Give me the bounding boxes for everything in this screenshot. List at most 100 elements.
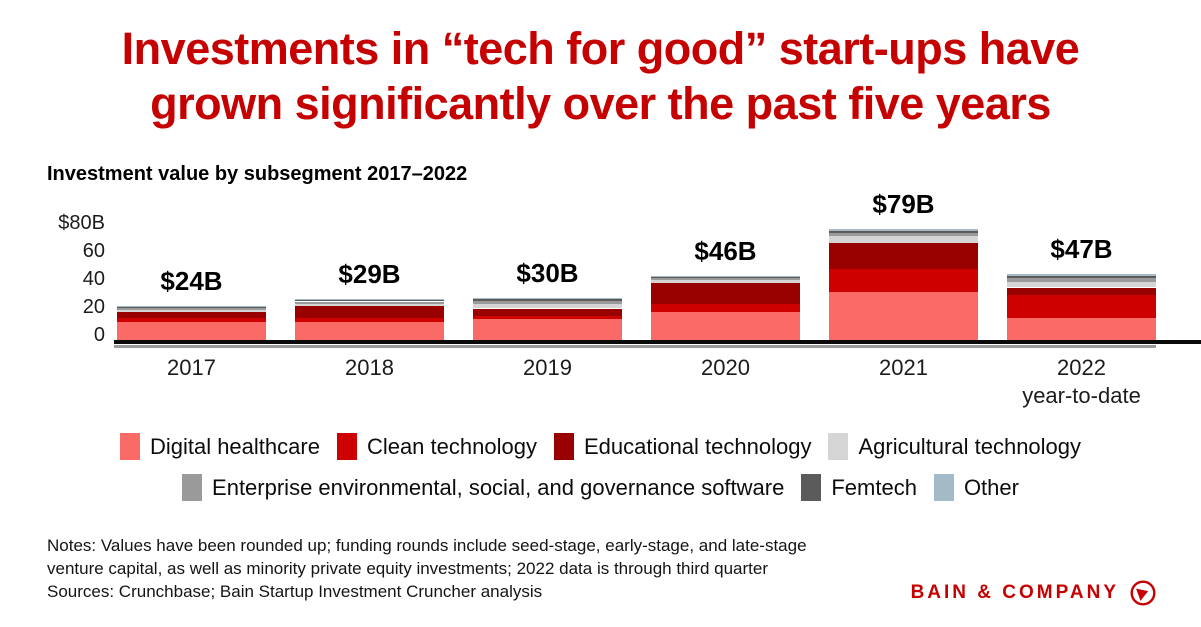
legend-label: Femtech [831,474,917,500]
legend-swatch [828,433,849,460]
bar-total-label: $46B [694,235,757,266]
legend-swatch [336,433,357,460]
x-axis-shadow-line [114,345,1156,348]
x-axis-category-label: 2019 [459,354,637,382]
x-axis-year: 2021 [879,355,928,380]
bar-segment-femtech [651,276,800,278]
bar-segment-digital [473,319,622,340]
bar-segment-clean [473,316,622,319]
bar-segment-enterprise [829,232,978,237]
bar-segment-clean [651,304,800,312]
bar-segment-femtech [473,299,622,302]
legend-swatch [119,433,140,460]
legend-label: Digital healthcare [149,433,320,459]
bar-segment-agricultural [1007,281,1156,288]
legend-row-2: Enterprise environmental, social, and go… [0,474,1201,501]
bar-total-label: $29B [338,259,401,290]
footnotes: Notes: Values have been rounded up; fund… [47,534,807,603]
bar-segment-other [651,275,800,277]
bar-total-label: $24B [160,266,223,297]
bar-segment-other [829,229,978,231]
bain-company-logo: BAIN & COMPANY [911,579,1157,607]
bar-segment-agricultural [829,236,978,244]
bar-segment-clean [1007,295,1156,318]
bar-segment-educational [1007,287,1156,296]
bar-segment-femtech [829,230,978,233]
legend-item: Clean technology [336,433,537,460]
y-axis-tick-label: 0 [93,324,105,346]
y-axis-tick-label: 60 [82,240,105,262]
bar-segment-other [473,298,622,300]
footnote-line: Notes: Values have been rounded up; fund… [47,536,807,555]
x-axis-category-label: 2017 [103,354,281,382]
bar-segment-other [117,306,266,308]
bar-segment-femtech [1007,275,1156,278]
x-axis-year: 2019 [523,355,572,380]
bar-total-label: $47B [1050,234,1113,265]
x-axis-category-label: 2021 [815,354,993,382]
legend-label: Enterprise environmental, social, and go… [212,474,785,500]
bar-segment-educational [295,306,444,318]
legend-item: Digital healthcare [119,433,320,460]
bar-segment-clean [829,268,978,293]
legend-item: Agricultural technology [828,433,1081,460]
legend-swatch [933,474,954,501]
bar-segment-other [1007,274,1156,276]
bar-segment-clean [117,317,266,322]
page-title-line2: grown significantly over the past five y… [150,77,1051,129]
bar-segment-enterprise [117,308,266,310]
page-title: Investments in “tech for good” start-ups… [0,22,1201,132]
bar-segment-enterprise [473,301,622,304]
bar-segment-educational [473,308,622,317]
x-axis-category-label: 2020 [637,354,815,382]
bar-segment-femtech [117,307,266,309]
y-axis-tick-label: $80B [58,212,105,234]
legend-label: Educational technology [583,433,812,459]
page-title-line1: Investments in “tech for good” start-ups… [121,23,1080,74]
footnote-line: venture capital, as well as minority pri… [47,559,768,578]
bar-segment-agricultural [117,309,266,312]
y-axis-tick-label: 40 [82,268,105,290]
bar-segment-agricultural [651,279,800,284]
bar-segment-enterprise [1007,277,1156,282]
bar-segment-enterprise [295,301,444,304]
bar-segment-educational [829,243,978,269]
bar-segment-enterprise [651,277,800,280]
legend-item: Educational technology [553,433,812,460]
legend-swatch [182,474,203,501]
bar-segment-agricultural [473,303,622,309]
bain-compass-icon [1130,580,1156,606]
legend-row-1: Digital healthcare Clean technology Educat… [0,433,1201,460]
bar-segment-femtech [295,300,444,302]
bar-segment-educational [651,283,800,305]
bar-total-label: $79B [872,189,935,220]
bar-segment-digital [829,292,978,340]
y-axis-tick-label: 20 [82,296,105,318]
bar-segment-digital [117,321,266,340]
chart-subtitle: Investment value by subsegment 2017–2022 [47,163,468,185]
x-axis-year: 2017 [167,355,216,380]
x-axis-year: 2022 [1057,355,1106,380]
footnote-line: Sources: Crunchbase; Bain Startup Invest… [47,582,543,601]
x-axis-year: 2018 [345,355,394,380]
legend-swatch [801,474,822,501]
legend-label: Other [963,474,1019,500]
legend-label: Agricultural technology [858,433,1082,459]
x-axis-category-label: 2018 [281,354,459,382]
x-axis-year-sublabel: year-to-date [1022,383,1141,408]
x-axis-category-label: 2022 year-to-date [993,354,1171,410]
bain-company-logo-text: BAIN & COMPANY [910,582,1119,603]
bar-segment-agricultural [295,303,444,307]
bar-segment-digital [295,321,444,340]
bar-segment-other [295,299,444,301]
bar-segment-educational [117,312,266,318]
legend-item: Enterprise environmental, social, and go… [182,474,784,501]
x-axis-year: 2020 [701,355,750,380]
bar-segment-digital [1007,317,1156,340]
legend-swatch [553,433,574,460]
bar-segment-clean [295,317,444,322]
bar-total-label: $30B [516,258,579,288]
legend-item: Femtech [801,474,917,501]
legend-label: Clean technology [366,433,537,459]
